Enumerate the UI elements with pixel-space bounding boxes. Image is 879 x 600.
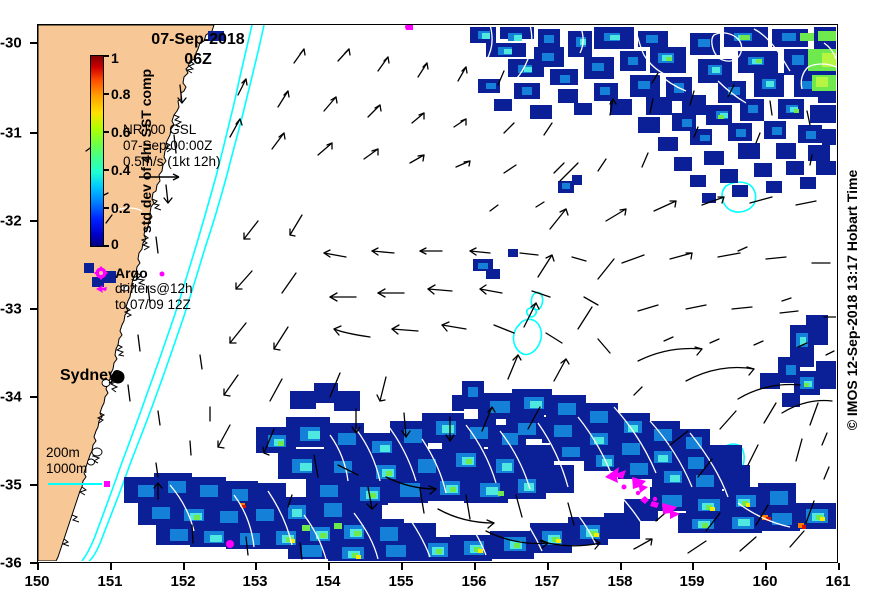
current-legend-source: NRT00 GSL [123, 122, 197, 137]
sst-stddev-field-south [124, 383, 836, 561]
colorbar-tick-02 [104, 207, 109, 209]
colorbar-label-04: 0.4 [111, 162, 131, 178]
x-tick-150 [37, 563, 39, 570]
isobath-legend-swatch [48, 481, 110, 487]
colorbar-label-02: 0.2 [111, 200, 131, 216]
argo-legend-row-drifters: drifters@12h [93, 281, 193, 297]
x-ticklabel-153: 153 [242, 573, 268, 590]
argo-float-icon [93, 266, 109, 280]
depth-legend: 200m 1000m [46, 445, 116, 489]
colorbar-label-08: 0.8 [111, 86, 131, 102]
x-ticklabel-150: 150 [24, 573, 50, 590]
y-ticklabel-31: -31 [0, 124, 22, 142]
y-ticklabel-35: -35 [0, 476, 22, 494]
landmass-australia [38, 25, 215, 561]
colorbar-title: std dev of 4hr SST comp [138, 68, 154, 234]
y-tick-30 [30, 42, 37, 44]
argo-legend: Argo drifters@12h to 07/09 12Z [93, 265, 193, 313]
title-date-line: 07-Sep-2018 [151, 31, 245, 48]
x-ticklabel-157: 157 [534, 573, 560, 590]
argo-legend-drifters-label: drifters@12h [115, 281, 193, 296]
x-ticklabel-160: 160 [752, 573, 778, 590]
x-tick-152 [183, 563, 185, 570]
x-tick-155 [401, 563, 403, 570]
city-label-sydney: Sydney [60, 367, 117, 384]
drifter-arrow-icon [93, 283, 109, 295]
x-tick-157 [547, 563, 549, 570]
x-ticklabel-158: 158 [607, 573, 633, 590]
y-ticklabel-36: -36 [0, 554, 22, 572]
current-vector-field [85, 48, 836, 560]
argo-legend-row-title: Argo [93, 265, 193, 281]
x-tick-153 [255, 563, 257, 570]
sst-contour-lines-north [113, 25, 836, 212]
argo-legend-row-period: to 07/09 12Z [93, 297, 193, 313]
x-ticklabel-152: 152 [170, 573, 196, 590]
drifter-tracks [159, 25, 680, 548]
y-ticklabel-34: -34 [0, 388, 22, 406]
depth-legend-1000m: 1000m [46, 461, 88, 476]
colorbar-gradient [90, 55, 104, 247]
x-tick-158 [620, 563, 622, 570]
argo-legend-label: Argo [115, 265, 148, 281]
y-tick-35 [30, 484, 37, 486]
argo-legend-period-label: to 07/09 12Z [115, 297, 191, 312]
current-legend: NRT00 GSL 07-Sep 00:00Z 0.5m/s (1kt 12h) [123, 122, 221, 183]
y-tick-31 [30, 132, 37, 134]
y-ticklabel-30: -30 [0, 34, 22, 52]
x-tick-159 [692, 563, 694, 570]
x-tick-151 [110, 563, 112, 570]
coastline-detail [61, 60, 196, 547]
current-scale-arrow-icon [139, 173, 180, 181]
y-ticklabel-33: -33 [0, 300, 22, 318]
x-ticklabel-154: 154 [315, 573, 341, 590]
colorbar-tick-04 [104, 169, 109, 171]
colorbar: 1 0.8 0.6 0.4 0.2 0 std dev of 4hr SST c… [90, 50, 240, 255]
sst-stddev-field-mid [84, 31, 836, 423]
colorbar-label-0: 0 [111, 236, 119, 252]
copyright-notice: © IMOS 12-Sep-2018 13:17 Hobart Time [844, 169, 860, 431]
title-hour-line: 06Z [184, 51, 212, 68]
x-tick-156 [474, 563, 476, 570]
x-ticklabel-151: 151 [97, 573, 123, 590]
colorbar-tick-08 [104, 93, 109, 95]
y-tick-32 [30, 220, 37, 222]
colorbar-label-1: 1 [111, 50, 119, 66]
x-tick-154 [328, 563, 330, 570]
colorbar-tick-1 [104, 55, 109, 57]
y-ticklabel-32: -32 [0, 212, 22, 230]
map-canvas [38, 25, 836, 561]
sst-stddev-field-north [470, 27, 836, 203]
current-legend-scale: 0.5m/s (1kt 12h) [123, 154, 221, 169]
y-tick-36 [30, 562, 37, 564]
x-tick-160 [765, 563, 767, 570]
depth-legend-200m: 200m [46, 445, 80, 460]
x-ticklabel-155: 155 [388, 573, 414, 590]
colorbar-tick-0 [104, 245, 109, 247]
x-ticklabel-161: 161 [825, 573, 851, 590]
x-tick-161 [838, 563, 840, 570]
current-legend-time: 07-Sep 00:00Z [123, 138, 213, 153]
colorbar-tick-06 [104, 131, 109, 133]
y-tick-33 [30, 308, 37, 310]
x-ticklabel-159: 159 [679, 573, 705, 590]
y-tick-34 [30, 396, 37, 398]
colorbar-label-06: 0.6 [111, 124, 131, 140]
figure-title: 07-Sep-2018 06Z [123, 30, 273, 70]
map-plot-area: 07-Sep-2018 06Z NRT00 GSL 07-Sep 00:00Z … [37, 24, 838, 563]
x-ticklabel-156: 156 [461, 573, 487, 590]
city-marker-sydney [111, 370, 125, 384]
